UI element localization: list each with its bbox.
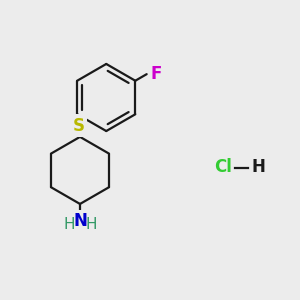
Text: F: F bbox=[150, 65, 161, 83]
Text: H: H bbox=[63, 218, 75, 232]
Text: S: S bbox=[73, 117, 85, 135]
Text: H: H bbox=[251, 158, 265, 176]
Text: Cl: Cl bbox=[214, 158, 232, 176]
Text: H: H bbox=[85, 218, 97, 232]
Text: N: N bbox=[73, 212, 87, 230]
